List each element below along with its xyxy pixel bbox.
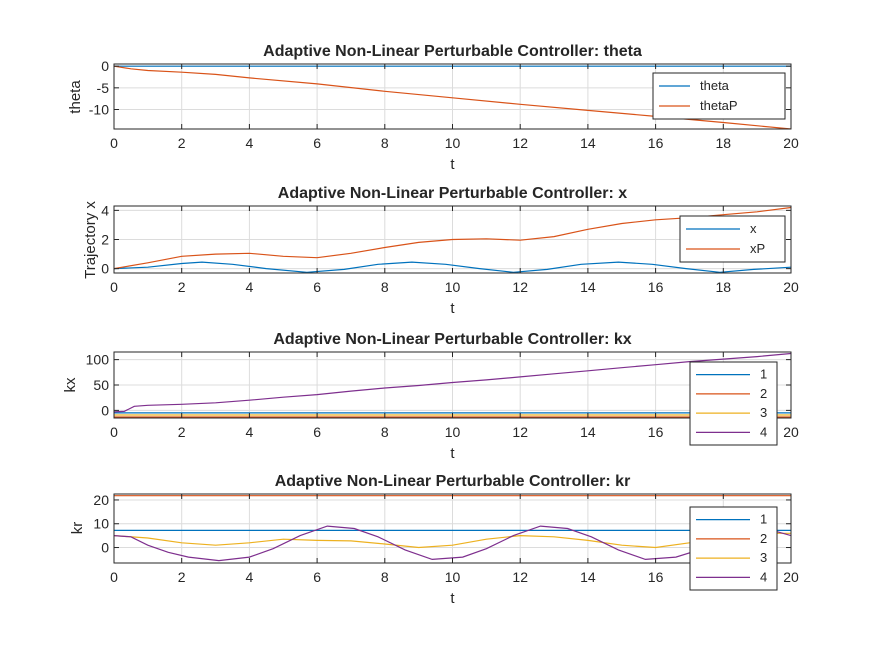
subplot-2: 0 2 4 6 8 10 12 14 16 18 20 0 2 4 Adaptive Non-Linear … [82,185,799,317]
x-tick-label: 2 [178,135,186,151]
x-tick-label: 8 [381,135,389,151]
x-tick-label: 16 [648,424,664,440]
x-tick-label: 0 [110,424,118,440]
x-tick-label: 20 [783,279,799,295]
y-tick-label: 20 [93,492,109,508]
y-axis-label: kr [69,522,86,535]
subplot-4: 0246810121416182001020Adaptive Non-Linea… [69,473,799,607]
x-tick-label: 16 [648,279,664,295]
x-tick-label: 6 [313,424,321,440]
x-tick-label: 18 [716,279,732,295]
legend-label: 3 [760,405,767,420]
x-tick-label: 2 [178,279,186,295]
subplot-3: 02468101214161820050100Adaptive Non-Line… [62,331,799,462]
legend: x xP [679,215,786,263]
legend-label: 3 [760,550,767,565]
x-tick-label: 20 [783,569,799,585]
x-tick-label: 10 [445,135,461,151]
legend-label: 4 [760,424,767,439]
y-tick-label: 50 [93,377,109,393]
y-tick-label: 10 [93,516,109,532]
legend-box [652,72,786,120]
x-tick-label: 8 [381,569,389,585]
series-line-4 [114,352,791,413]
y-tick-label: 0 [101,540,109,556]
y-tick-label: 0 [101,261,109,277]
legend-box [689,506,778,591]
x-tick-label: 14 [580,424,596,440]
x-tick-label: 10 [445,279,461,295]
x-tick-label: 16 [648,135,664,151]
x-axis-label: t [450,590,455,607]
legend-label: 4 [760,569,767,584]
x-tick-label: 2 [178,424,186,440]
series-line-x [114,261,791,273]
legend-label: xP [750,241,765,256]
chart-title: Adaptive Non-Linear Perturbable Controll… [275,473,631,490]
x-tick-label: 0 [110,279,118,295]
x-tick-label: 14 [580,135,596,151]
y-tick-label: 2 [101,232,109,248]
x-tick-label: 10 [445,569,461,585]
x-tick-label: 6 [313,279,321,295]
x-tick-label: 12 [512,279,528,295]
legend-label: theta [700,78,730,93]
x-tick-label: 4 [246,424,254,440]
chart-title: Adaptive Non-Linear Perturbable Controll… [263,43,642,60]
x-tick-label: 4 [246,569,254,585]
legend-label: 2 [760,386,767,401]
x-tick-label: 2 [178,569,186,585]
x-tick-label: 18 [716,135,732,151]
y-axis-label: Trajectory x [82,201,99,279]
x-tick-label: 16 [648,569,664,585]
x-tick-label: 12 [512,135,528,151]
legend-label: x [750,221,757,236]
x-tick-label: 10 [445,424,461,440]
y-tick-label: 0 [101,402,109,418]
legend-label: thetaP [700,98,738,113]
x-tick-label: 12 [512,424,528,440]
legend: 1 2 3 4 [689,506,778,591]
x-tick-label: 14 [580,569,596,585]
x-axis-label: t [450,156,455,173]
subplot-1: 0 2 4 6 8 10 12 14 16 18 20 -10 -5 0 Adaptive Non-Line… [67,43,799,173]
x-tick-label: 6 [313,569,321,585]
x-tick-label: 8 [381,424,389,440]
series-line-4 [114,525,791,562]
x-tick-label: 0 [110,569,118,585]
x-tick-label: 8 [381,279,389,295]
y-tick-label: 0 [101,58,109,74]
x-tick-label: 12 [512,569,528,585]
y-tick-label: -5 [97,80,110,96]
x-tick-label: 6 [313,135,321,151]
legend-box [689,361,778,446]
y-tick-label: -10 [89,102,109,118]
y-axis-label: theta [67,80,84,114]
x-tick-label: 4 [246,135,254,151]
x-tick-label: 4 [246,279,254,295]
chart-title: Adaptive Non-Linear Perturbable Controll… [278,185,627,202]
series-line-xP [114,206,791,270]
legend-box [679,215,786,263]
y-tick-label: 4 [101,202,109,218]
legend: theta thetaP [652,72,786,120]
x-tick-label: 14 [580,279,596,295]
y-axis-label: kx [62,377,79,393]
x-tick-label: 20 [783,135,799,151]
series-line-3 [114,532,791,549]
legend-label: 1 [760,367,767,382]
chart-title: Adaptive Non-Linear Perturbable Controll… [273,331,631,348]
series-line-thetaP [114,65,791,129]
legend: 1 2 3 4 [689,361,778,446]
y-tick-label: 100 [86,352,110,368]
x-axis-label: t [450,445,455,462]
legend-label: 1 [760,512,767,527]
x-tick-label: 20 [783,424,799,440]
x-tick-label: 0 [110,135,118,151]
legend-label: 2 [760,531,767,546]
x-axis-label: t [450,300,455,317]
